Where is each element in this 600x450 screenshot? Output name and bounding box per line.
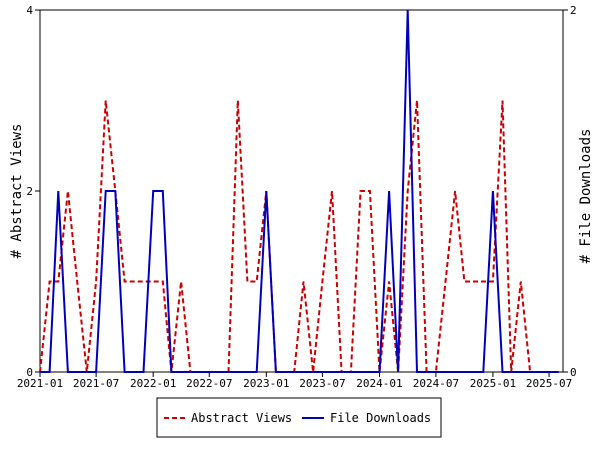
- x-tick-label: 2021-07: [73, 377, 119, 390]
- x-tick-label: 2023-07: [299, 377, 345, 390]
- y-left-tick-label: 2: [26, 185, 33, 198]
- x-tick-label: 2021-01: [17, 377, 63, 390]
- x-tick-label: 2023-01: [243, 377, 289, 390]
- series-line-file-downloads: [40, 9, 559, 373]
- plot-area: [39, 9, 564, 373]
- legend-label-file-downloads: File Downloads: [330, 411, 431, 425]
- x-tick-label: 2025-01: [470, 377, 516, 390]
- legend-label-abstract-views: Abstract Views: [191, 411, 292, 425]
- y-left-tick-label: 0: [26, 366, 33, 379]
- x-tick-label: 2024-07: [413, 377, 459, 390]
- x-axis: 2021-01 2021-07 2022-01 2022-07 2023-01 2023-…: [17, 372, 572, 390]
- legend: Abstract Views File Downloads: [156, 397, 442, 438]
- y-axis-left: 0 2 4: [26, 4, 40, 379]
- x-tick-label: 2022-07: [186, 377, 232, 390]
- x-tick-label: 2024-01: [356, 377, 402, 390]
- y-right-tick-label: 0: [570, 366, 577, 379]
- x-tick-label: 2022-01: [130, 377, 176, 390]
- y-axis-right: 02: [563, 4, 577, 379]
- y-right-tick-label: 2: [570, 4, 577, 17]
- x-tick-label: 2025-07: [526, 377, 572, 390]
- legend-box: [156, 397, 442, 438]
- series-layer: [39, 9, 559, 373]
- y-left-tick-label: 4: [26, 4, 33, 17]
- y-axis-right-title: # File Downloads: [578, 129, 594, 264]
- series-line-abstract-views: [39, 100, 559, 373]
- y-axis-left-title: # Abstract Views: [9, 124, 25, 259]
